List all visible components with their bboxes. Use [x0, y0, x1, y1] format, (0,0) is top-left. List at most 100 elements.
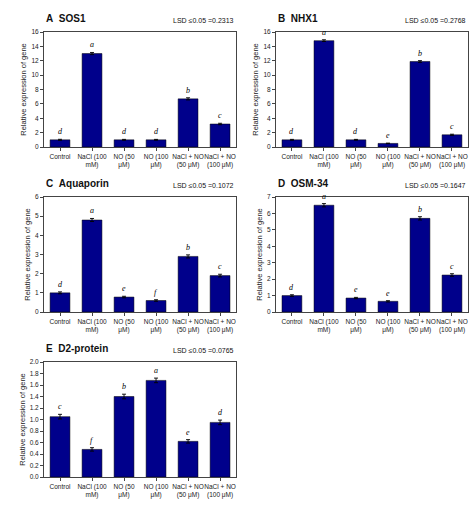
svg-text:4: 4: [35, 115, 39, 122]
svg-text:Control: Control: [50, 318, 72, 325]
svg-text:NaCl (100mM): NaCl (100mM): [77, 318, 107, 334]
svg-text:c: c: [58, 402, 62, 411]
svg-text:a: a: [322, 192, 326, 201]
svg-text:NO (100μM): NO (100μM): [144, 483, 169, 499]
svg-text:NaCl (100mM): NaCl (100mM): [77, 153, 107, 169]
svg-text:1: 1: [35, 289, 39, 296]
svg-text:0.4: 0.4: [30, 450, 39, 457]
svg-text:8: 8: [267, 86, 271, 93]
svg-text:a: a: [322, 28, 326, 37]
svg-text:NaCl + NO(100 μM): NaCl + NO(100 μM): [204, 318, 236, 334]
svg-text:e: e: [122, 284, 126, 293]
svg-text:d: d: [218, 408, 223, 417]
svg-text:16: 16: [31, 28, 39, 35]
svg-text:c: c: [450, 122, 454, 131]
svg-text:Control: Control: [50, 153, 72, 160]
svg-text:3: 3: [35, 251, 39, 258]
svg-text:e: e: [386, 131, 390, 140]
svg-text:0.0: 0.0: [30, 473, 39, 480]
svg-text:e: e: [354, 285, 358, 294]
svg-text:NO (50μM): NO (50μM): [114, 153, 135, 169]
svg-text:e: e: [386, 289, 390, 298]
svg-text:NaCl + NO(100 μM): NaCl + NO(100 μM): [436, 318, 468, 334]
svg-text:10: 10: [31, 71, 39, 78]
svg-text:NO (100μM): NO (100μM): [376, 153, 401, 169]
svg-text:1.2: 1.2: [30, 404, 39, 411]
svg-text:LSD ≤0.05 =0.2768: LSD ≤0.05 =0.2768: [405, 17, 466, 24]
svg-text:2: 2: [35, 129, 39, 136]
svg-text:Relative expression of gene: Relative expression of gene: [255, 208, 264, 301]
svg-text:b: b: [186, 86, 190, 95]
svg-text:0.2: 0.2: [30, 462, 39, 469]
svg-text:NaCl (100mM): NaCl (100mM): [309, 153, 339, 169]
svg-text:d: d: [289, 127, 294, 136]
svg-text:c: c: [218, 262, 222, 271]
svg-text:12: 12: [263, 57, 271, 64]
svg-text:LSD ≤0.05 =0.2313: LSD ≤0.05 =0.2313: [173, 17, 234, 24]
svg-text:2.0: 2.0: [30, 358, 39, 365]
svg-text:NaCl + NO(100 μM): NaCl + NO(100 μM): [436, 153, 468, 169]
svg-text:b: b: [418, 49, 422, 58]
svg-text:c: c: [450, 262, 454, 271]
svg-text:NO (50μM): NO (50μM): [114, 483, 135, 499]
svg-text:d: d: [289, 283, 294, 292]
svg-text:0: 0: [267, 308, 271, 315]
svg-text:8: 8: [35, 86, 39, 93]
svg-text:b: b: [122, 382, 126, 391]
svg-text:12: 12: [31, 57, 39, 64]
svg-text:b: b: [186, 243, 190, 252]
svg-text:NaCl + NO(50 μM): NaCl + NO(50 μM): [172, 483, 204, 499]
svg-text:Relative expression of gene: Relative expression of gene: [23, 208, 32, 301]
svg-text:A SOS1: A SOS1: [46, 13, 86, 24]
svg-text:2: 2: [267, 129, 271, 136]
svg-text:0: 0: [267, 143, 271, 150]
svg-text:LSD ≤0.05 =0.0765: LSD ≤0.05 =0.0765: [173, 347, 234, 354]
svg-text:Control: Control: [281, 318, 303, 325]
svg-text:f: f: [90, 436, 94, 445]
svg-text:Relative expression of gene: Relative expression of gene: [19, 43, 28, 136]
svg-text:a: a: [90, 40, 94, 49]
svg-text:0.8: 0.8: [30, 427, 39, 434]
svg-text:0: 0: [35, 143, 39, 150]
svg-text:14: 14: [31, 43, 39, 50]
svg-text:2: 2: [267, 275, 271, 282]
svg-text:a: a: [90, 206, 94, 215]
svg-text:10: 10: [263, 71, 271, 78]
svg-text:2: 2: [35, 270, 39, 277]
svg-text:d: d: [58, 127, 63, 136]
svg-text:5: 5: [267, 226, 271, 233]
svg-text:NaCl + NO(100 μM): NaCl + NO(100 μM): [204, 483, 236, 499]
svg-text:4: 4: [267, 243, 271, 250]
svg-text:Relative expression of gene: Relative expression of gene: [251, 43, 260, 136]
svg-text:NaCl + NO(100 μM): NaCl + NO(100 μM): [204, 153, 236, 169]
svg-text:d: d: [58, 280, 63, 289]
svg-text:Relative expression of gene: Relative expression of gene: [18, 373, 27, 466]
svg-text:NaCl + NO(50 μM): NaCl + NO(50 μM): [404, 153, 436, 169]
svg-text:NO (100μM): NO (100μM): [144, 153, 169, 169]
svg-text:1.0: 1.0: [30, 416, 39, 423]
svg-text:NO (50μM): NO (50μM): [345, 318, 366, 334]
svg-text:7: 7: [267, 193, 271, 200]
svg-text:Control: Control: [50, 483, 72, 490]
svg-text:d: d: [122, 127, 127, 136]
svg-text:4: 4: [35, 232, 39, 239]
svg-text:NaCl + NO(50 μM): NaCl + NO(50 μM): [172, 318, 204, 334]
svg-text:NaCl + NO(50 μM): NaCl + NO(50 μM): [404, 318, 436, 334]
svg-text:NO (100μM): NO (100μM): [144, 318, 169, 334]
svg-text:b: b: [418, 205, 422, 214]
svg-text:0.6: 0.6: [30, 439, 39, 446]
svg-text:a: a: [154, 366, 158, 375]
svg-text:1: 1: [267, 292, 271, 299]
svg-text:NO (50μM): NO (50μM): [114, 318, 135, 334]
svg-text:NO (100μM): NO (100μM): [376, 318, 401, 334]
svg-text:C Aquaporin: C Aquaporin: [46, 178, 109, 189]
svg-text:6: 6: [267, 210, 271, 217]
svg-text:E D2-protein: E D2-protein: [46, 343, 108, 354]
svg-text:4: 4: [267, 115, 271, 122]
svg-text:e: e: [186, 428, 190, 437]
svg-text:c: c: [218, 111, 222, 120]
svg-text:3: 3: [267, 259, 271, 266]
svg-text:1.8: 1.8: [30, 370, 39, 377]
svg-text:f: f: [154, 288, 158, 297]
svg-text:16: 16: [263, 28, 271, 35]
